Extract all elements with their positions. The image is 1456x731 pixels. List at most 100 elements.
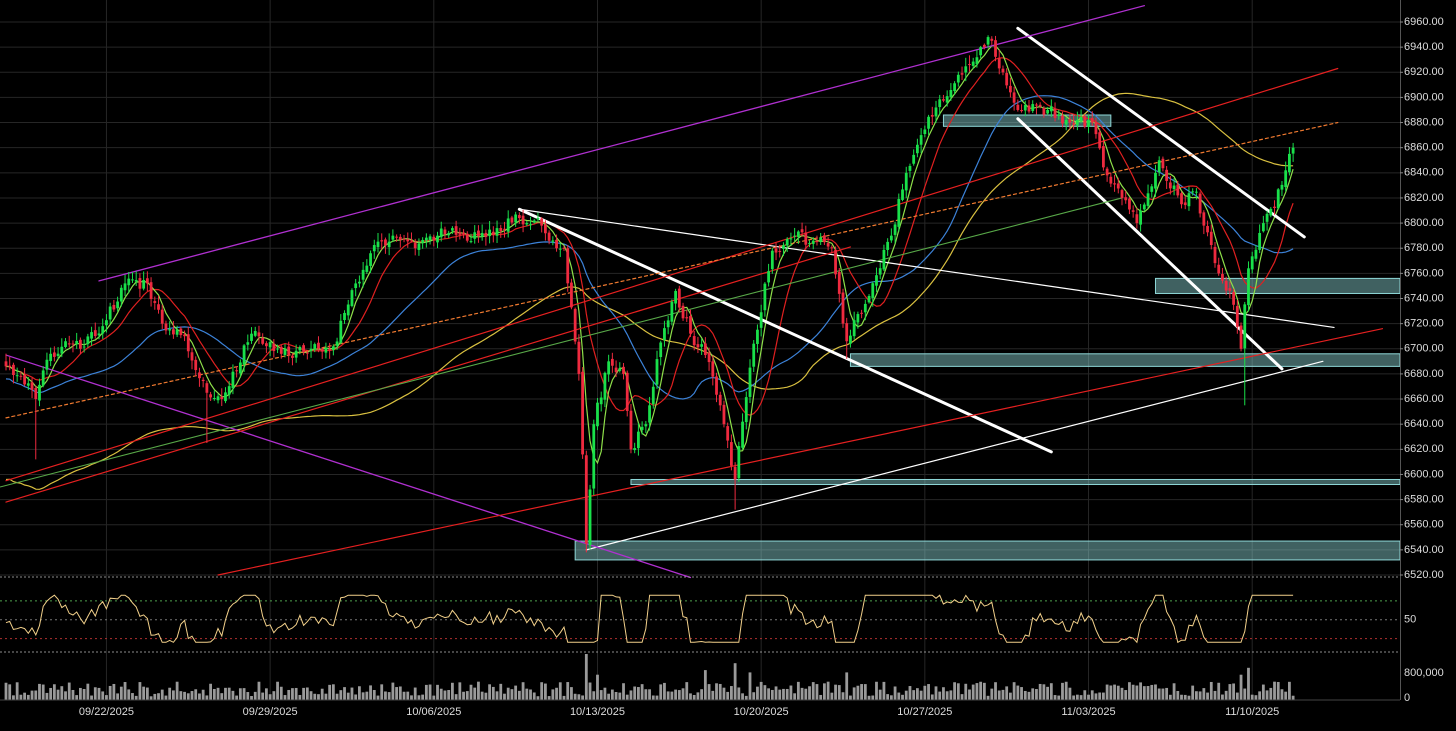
volume-bar bbox=[116, 693, 119, 700]
candle-up bbox=[116, 301, 119, 309]
volume-bar bbox=[610, 689, 614, 700]
volume-bar bbox=[499, 683, 503, 700]
candle-up bbox=[56, 353, 60, 357]
trendline bbox=[585, 360, 1324, 551]
volume-bar bbox=[681, 688, 685, 700]
volume-bar bbox=[863, 684, 867, 700]
candle-down bbox=[71, 343, 75, 345]
candle-up bbox=[893, 224, 897, 235]
candle-up bbox=[897, 198, 901, 227]
candle-up bbox=[242, 345, 246, 365]
volume-bar bbox=[778, 689, 782, 700]
volume-bar bbox=[108, 685, 112, 700]
candle-up bbox=[1079, 116, 1083, 121]
candle-up bbox=[1261, 223, 1265, 232]
candle-up bbox=[748, 367, 752, 397]
volume-bar bbox=[1105, 684, 1109, 700]
volume-bar bbox=[982, 682, 986, 700]
candle-up bbox=[361, 269, 365, 280]
date-tick-label: 09/29/2025 bbox=[243, 706, 298, 718]
candle-up bbox=[372, 245, 376, 252]
volume-bar bbox=[183, 691, 186, 700]
candle-up bbox=[975, 57, 979, 65]
candle-up bbox=[1142, 204, 1146, 210]
candle-down bbox=[484, 232, 488, 238]
volume-bar bbox=[1217, 682, 1221, 700]
candle-up bbox=[346, 304, 350, 316]
volume-bar bbox=[172, 690, 175, 700]
candle-up bbox=[424, 237, 428, 241]
volume-bar bbox=[253, 691, 257, 700]
candle-down bbox=[1105, 168, 1109, 176]
volume-bar bbox=[305, 687, 309, 700]
volume-bar bbox=[919, 690, 923, 700]
candle-down bbox=[830, 247, 834, 249]
volume-bar bbox=[1023, 690, 1027, 700]
volume-bar bbox=[324, 693, 328, 700]
candle-up bbox=[532, 220, 536, 223]
candle-down bbox=[34, 388, 38, 400]
volume-bar bbox=[175, 681, 179, 700]
volume-bar bbox=[577, 694, 581, 700]
volume-bar bbox=[811, 682, 815, 700]
volume-bar bbox=[644, 689, 648, 700]
volume-bar bbox=[1165, 687, 1169, 700]
candle-up bbox=[119, 287, 123, 302]
volume-bar bbox=[685, 682, 689, 700]
candle-down bbox=[1124, 197, 1128, 201]
candle-up bbox=[819, 237, 823, 242]
candle-up bbox=[912, 154, 916, 164]
candle-down bbox=[1161, 158, 1165, 169]
volume-bar bbox=[823, 683, 826, 700]
volume-bar bbox=[655, 695, 659, 700]
volume-bar bbox=[882, 681, 886, 700]
candle-up bbox=[793, 235, 797, 237]
volume-bar bbox=[331, 684, 335, 700]
candle-up bbox=[700, 344, 704, 347]
volume-bar bbox=[997, 690, 1001, 700]
volume-bar bbox=[41, 684, 45, 700]
candle-down bbox=[160, 309, 164, 324]
candle-down bbox=[837, 271, 841, 294]
volume-bar bbox=[201, 689, 205, 700]
candle-up bbox=[525, 222, 529, 225]
candle-up bbox=[979, 47, 983, 56]
candle-up bbox=[785, 239, 789, 246]
candle-up bbox=[294, 350, 298, 358]
candle-down bbox=[823, 235, 826, 243]
volume-bar bbox=[722, 687, 726, 700]
candle-up bbox=[1146, 193, 1150, 206]
candle-up bbox=[923, 129, 927, 134]
volume-bar bbox=[1046, 686, 1049, 700]
candle-up bbox=[756, 329, 759, 344]
candle-down bbox=[398, 236, 402, 240]
volume-bar bbox=[540, 682, 544, 700]
candle-up bbox=[1049, 106, 1053, 112]
date-tick-label: 11/10/2025 bbox=[1225, 706, 1279, 718]
candle-down bbox=[566, 248, 570, 284]
candle-down bbox=[521, 215, 525, 225]
volume-bar bbox=[346, 692, 350, 700]
volume-bar bbox=[1265, 690, 1269, 700]
volume-bar bbox=[1206, 692, 1209, 700]
green-trend-line bbox=[0, 197, 1123, 488]
volume-bar bbox=[1213, 690, 1217, 700]
candle-down bbox=[570, 282, 573, 308]
candle-down bbox=[1113, 183, 1116, 185]
candle-up bbox=[1288, 153, 1291, 173]
volume-bar bbox=[272, 691, 276, 700]
candle-up bbox=[1154, 172, 1157, 189]
candle-up bbox=[529, 224, 532, 226]
price-tick-label: 6820.00 bbox=[1404, 192, 1444, 204]
candle-down bbox=[157, 304, 160, 310]
candle-down bbox=[730, 442, 733, 466]
rsi-tick-label: 50 bbox=[1404, 614, 1416, 626]
candle-down bbox=[577, 341, 581, 374]
volume-bar bbox=[674, 689, 677, 700]
volume-bar bbox=[815, 684, 819, 700]
candle-up bbox=[82, 346, 86, 348]
candle-up bbox=[514, 214, 518, 223]
volume-bar bbox=[599, 690, 603, 700]
candle-up bbox=[927, 116, 930, 129]
candle-up bbox=[253, 331, 257, 336]
